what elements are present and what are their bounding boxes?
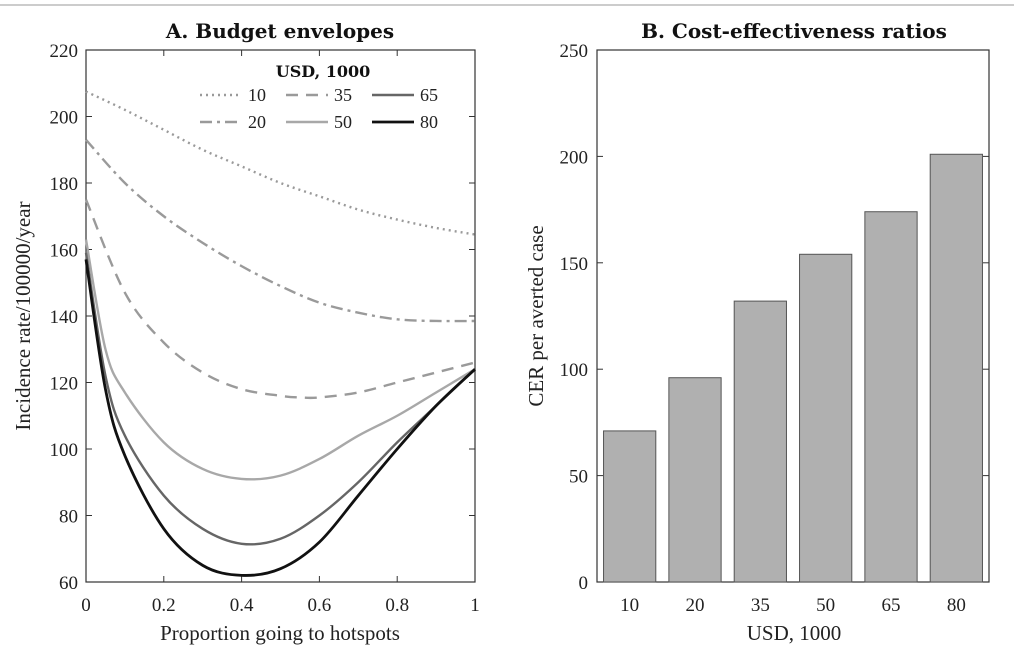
y-tick-label: 80 — [59, 507, 78, 528]
panel-b-title: B. Cost-effectiveness ratios — [641, 19, 947, 43]
series-line-65 — [84, 252, 476, 546]
panel-b-axes-box — [596, 49, 990, 583]
bar-50 — [799, 253, 853, 583]
x-tick-label: 80 — [947, 595, 966, 616]
panel-a-title: A. Budget envelopes — [165, 19, 394, 43]
panel-a-line-chart: A. Budget envelopes 0 0.2 0.4 0.6 0.8 1608010… — [11, 19, 480, 645]
y-tick-label: 160 — [50, 241, 79, 262]
bar-80 — [929, 153, 983, 583]
bar-65 — [864, 211, 918, 583]
bar-10 — [603, 430, 657, 583]
y-tick-label: 60 — [59, 573, 78, 594]
legend-label-50: 50 — [334, 112, 352, 132]
x-tick-label: 0.6 — [308, 595, 332, 616]
legend-label-65: 65 — [420, 85, 438, 105]
y-tick-label: 120 — [50, 374, 79, 395]
y-tick-label: 180 — [50, 174, 79, 195]
legend-label-80: 80 — [420, 112, 438, 132]
x-tick-label: 0.2 — [152, 595, 176, 616]
panel-b-ticks: 0 50 100 150 200 250 10 20 35 50 65 80 — [560, 41, 989, 616]
series-line-50 — [84, 239, 476, 481]
x-tick-label: 65 — [882, 595, 901, 616]
y-tick-label: 250 — [560, 41, 589, 62]
series-line-10 — [85, 90, 476, 236]
y-tick-label: 50 — [569, 467, 588, 488]
legend-label-20: 20 — [248, 112, 266, 132]
legend-label-35: 35 — [334, 85, 352, 105]
x-tick-label: 20 — [686, 595, 705, 616]
y-tick-label: 150 — [560, 254, 589, 275]
y-tick-label: 0 — [579, 573, 589, 594]
x-tick-label: 10 — [620, 595, 639, 616]
panel-a-axes-box — [85, 49, 476, 583]
x-tick-label: 1 — [470, 595, 480, 616]
series-line-35 — [84, 199, 476, 400]
panel-b-x-label: USD, 1000 — [747, 621, 842, 645]
legend-label-10: 10 — [248, 85, 266, 105]
legend-title: USD, 1000 — [276, 62, 370, 81]
panel-b-bars — [603, 153, 983, 583]
panel-b-bar-chart: B. Cost-effectiveness ratios 0 50 100 150 20… — [524, 19, 990, 645]
panel-b-y-label: CER per averted case — [524, 225, 548, 406]
panel-a-x-label: Proportion going to hotspots — [160, 621, 400, 645]
x-tick-label: 35 — [751, 595, 770, 616]
x-tick-label: 0.8 — [385, 595, 409, 616]
y-tick-label: 200 — [560, 147, 589, 168]
y-tick-label: 100 — [560, 360, 589, 381]
panel-a-series-lines — [84, 90, 476, 577]
x-tick-label: 0.4 — [230, 595, 254, 616]
series-line-20 — [85, 138, 476, 323]
panel-a-y-label: Incidence rate/100000/year — [11, 201, 35, 430]
bar-35 — [733, 300, 787, 583]
y-tick-label: 200 — [50, 108, 79, 129]
bar-20 — [668, 377, 722, 583]
x-tick-label: 0 — [81, 595, 91, 616]
y-tick-label: 140 — [50, 307, 79, 328]
x-tick-label: 50 — [816, 595, 835, 616]
series-line-80 — [84, 259, 476, 577]
y-tick-label: 220 — [50, 41, 79, 62]
panel-a-legend: USD, 1000 10 20 35 50 65 80 — [200, 62, 438, 132]
y-tick-label: 100 — [50, 440, 79, 461]
